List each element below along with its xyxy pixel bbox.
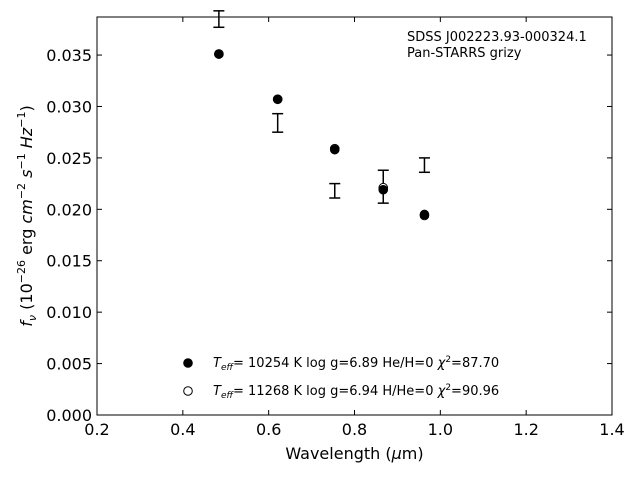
annotation-object-name: SDSS J002223.93-000324.1 xyxy=(407,30,587,45)
x-tick-label: 0.6 xyxy=(256,420,281,439)
legend-entry-2: Teff= 11268 K log g=6.94 H/He=0 χ2=90.96 xyxy=(213,383,499,401)
x-tick-label: 1.2 xyxy=(513,420,538,439)
y-axis-label: fν (10−26 erg cm−2 s−1 Hz−1) xyxy=(15,105,39,326)
y-tick-label: 0.025 xyxy=(46,149,92,168)
axis-ticks: 0.2 0.4 0.6 0.8 1.0 1.2 1.4 0.000 0.005 0.010 0.01… xyxy=(46,17,625,439)
model-point-filled xyxy=(378,184,389,195)
y-tick-label: 0.000 xyxy=(46,406,92,425)
x-tick-label: 1.4 xyxy=(599,420,624,439)
observed-errorbar xyxy=(213,10,225,29)
y-tick-label: 0.030 xyxy=(46,97,92,116)
legend-marker-filled xyxy=(183,358,193,368)
legend-entry-1: Teff= 10254 K log g=6.89 He/H=0 χ2=87.70 xyxy=(213,355,499,373)
data-marks xyxy=(213,10,430,221)
x-tick-label: 0.4 xyxy=(170,420,195,439)
model-point-filled xyxy=(419,209,430,220)
observed-errorbar xyxy=(329,182,341,199)
x-axis-label: Wavelength (μm) xyxy=(285,444,423,463)
x-tick-label: 0.2 xyxy=(84,420,109,439)
x-tick-label: 0.8 xyxy=(342,420,367,439)
y-tick-label: 0.005 xyxy=(46,355,92,374)
annotation-photometry: Pan-STARRS grizy xyxy=(407,46,522,61)
plot-frame xyxy=(96,16,613,416)
observed-errorbar xyxy=(418,157,430,174)
y-tick-label: 0.020 xyxy=(46,200,92,219)
legend: Teff= 10254 K log g=6.89 He/H=0 χ2=87.70… xyxy=(183,355,499,401)
model-point-filled xyxy=(214,49,224,59)
x-tick-label: 1.0 xyxy=(428,420,453,439)
model-point-filled xyxy=(329,144,340,155)
legend-marker-open xyxy=(183,386,193,396)
y-tick-label: 0.010 xyxy=(46,303,92,322)
model-point-filled xyxy=(272,94,283,105)
y-tick-label: 0.015 xyxy=(46,252,92,271)
observed-errorbar xyxy=(272,112,284,133)
y-tick-label: 0.035 xyxy=(46,46,92,65)
